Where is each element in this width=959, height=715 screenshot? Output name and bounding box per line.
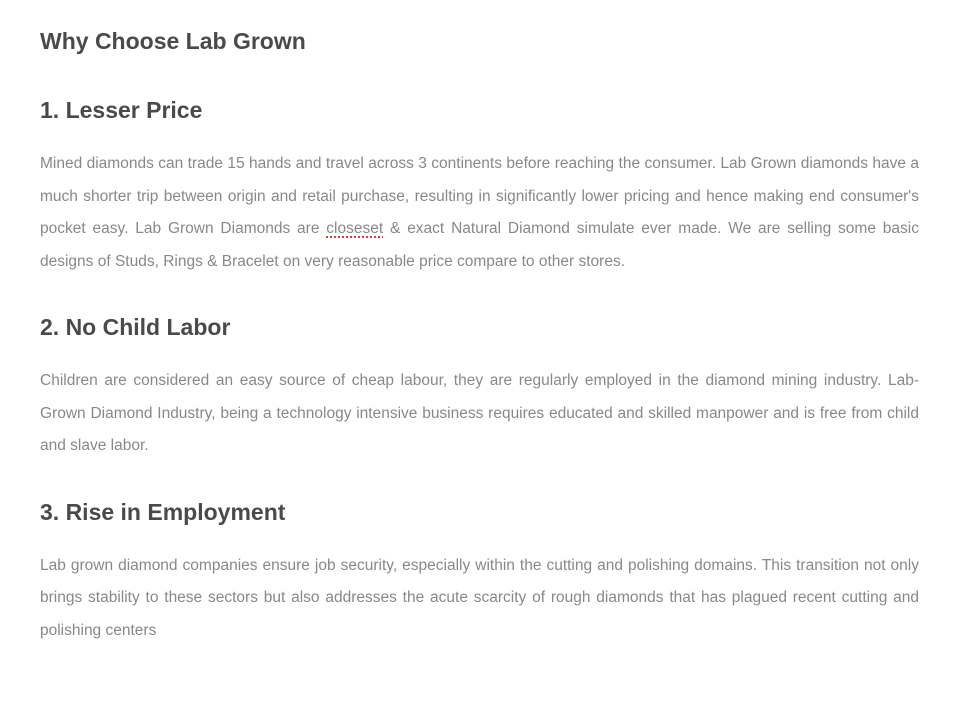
section-body-1: Mined diamonds can trade 15 hands and tr… bbox=[40, 148, 919, 278]
section-heading-2: 2. No Child Labor bbox=[40, 314, 919, 341]
section-body-2: Children are considered an easy source o… bbox=[40, 365, 919, 463]
misspelled-word: closeset bbox=[326, 220, 383, 237]
section-body-3: Lab grown diamond companies ensure job s… bbox=[40, 550, 919, 648]
page-title: Why Choose Lab Grown bbox=[40, 28, 919, 55]
section-heading-1: 1. Lesser Price bbox=[40, 97, 919, 124]
section-heading-3: 3. Rise in Employment bbox=[40, 499, 919, 526]
